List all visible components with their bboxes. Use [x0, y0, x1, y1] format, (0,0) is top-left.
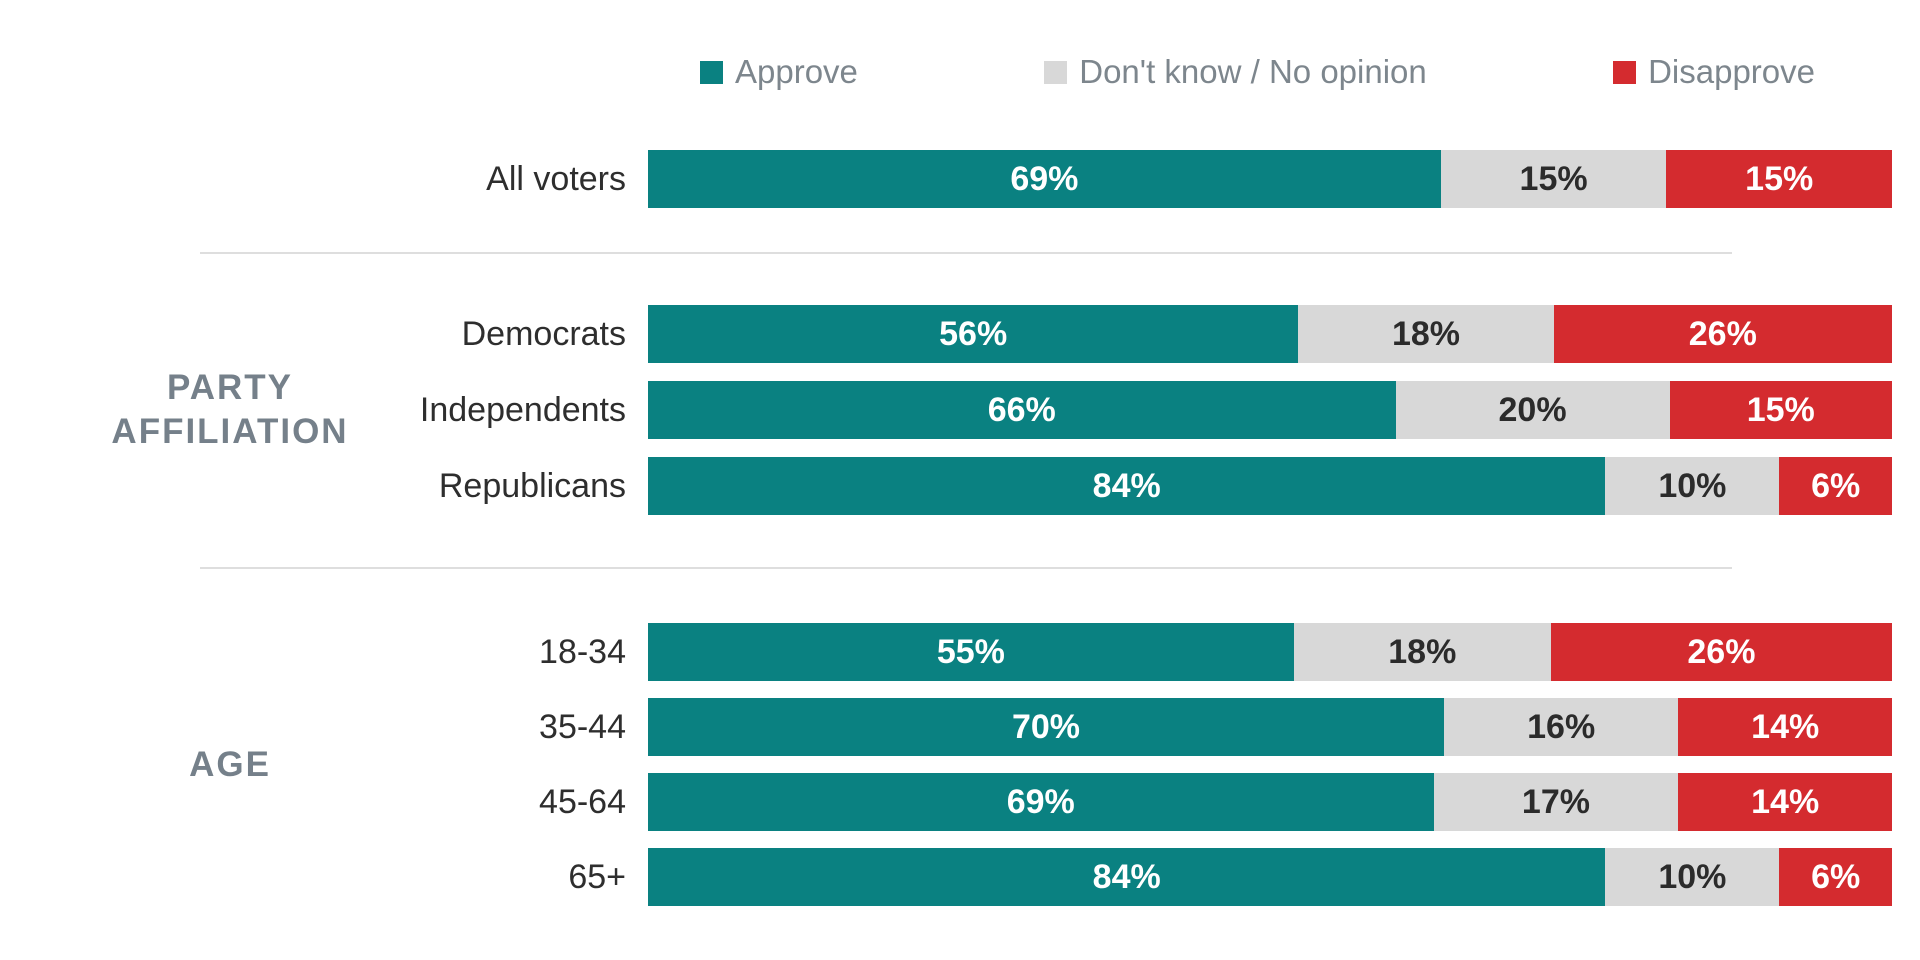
row-label: Republicans — [438, 466, 626, 505]
chart: All voters 69% 15% 15% PARTY AFFILIATION Demo… — [0, 150, 1920, 906]
approve-swatch-icon — [700, 60, 723, 84]
chart-group: All voters 69% 15% 15% — [0, 150, 1920, 208]
bar-row: 18-34 55% 18% 26% — [0, 623, 1920, 681]
bar-segment-approve: 55% — [648, 623, 1294, 681]
chart-group: AGE 18-34 55% 18% 26% 35-44 70% 16% 14% 45-64 69% 1… — [0, 623, 1920, 906]
bar-segment-disapprove: 15% — [1669, 381, 1892, 439]
chart-group: PARTY AFFILIATION Democrats 56% 18% 26% Indep… — [0, 305, 1920, 515]
bar-segment-dont-know: 18% — [1293, 623, 1551, 681]
bar-segment-approve: 56% — [648, 305, 1299, 363]
row-label: 35-44 — [539, 707, 626, 746]
bar-segment-disapprove: 14% — [1678, 698, 1893, 756]
bar-segment-dont-know: 18% — [1298, 305, 1554, 363]
bar-segment-disapprove: 15% — [1666, 150, 1892, 208]
stacked-bar: 55% 18% 26% — [648, 623, 1892, 681]
bar-segment-approve: 69% — [648, 773, 1434, 831]
stacked-bar: 69% 17% 14% — [648, 773, 1892, 831]
bar-row: Democrats 56% 18% 26% — [0, 305, 1920, 363]
bar-row: All voters 69% 15% 15% — [0, 150, 1920, 208]
row-label: Independents — [419, 390, 626, 429]
legend-label-disapprove: Disapprove — [1648, 53, 1815, 90]
row-label: Democrats — [461, 314, 626, 353]
bar-row: Independents 66% 20% 15% — [0, 381, 1920, 439]
group-rows: All voters 69% 15% 15% — [0, 150, 1920, 208]
dont-know-swatch-icon — [1044, 60, 1068, 84]
stacked-bar: 56% 18% 26% — [648, 305, 1892, 363]
legend-label-approve: Approve — [735, 53, 858, 90]
stacked-bar: 70% 16% 14% — [648, 698, 1893, 756]
section-divider — [200, 252, 1732, 254]
disapprove-swatch-icon — [1613, 60, 1637, 84]
bar-segment-dont-know: 17% — [1433, 773, 1679, 831]
legend-label-dont-know: Don't know / No opinion — [1079, 53, 1427, 90]
row-label: 45-64 — [539, 782, 626, 821]
bar-segment-dont-know: 20% — [1395, 381, 1670, 439]
bar-segment-approve: 84% — [648, 457, 1606, 515]
legend-item-dont-know: Don't know / No opinion — [1044, 53, 1427, 91]
bar-segment-dont-know: 16% — [1443, 698, 1679, 756]
bar-segment-dont-know: 10% — [1605, 457, 1780, 515]
bar-segment-dont-know: 15% — [1440, 150, 1667, 208]
legend-item-disapprove: Disapprove — [1613, 53, 1815, 91]
section-divider — [200, 567, 1732, 569]
row-label: All voters — [486, 159, 626, 198]
stacked-bar: 84% 10% 6% — [648, 848, 1893, 906]
bar-segment-approve: 69% — [648, 150, 1441, 208]
row-label: 65+ — [568, 857, 626, 896]
bar-segment-disapprove: 6% — [1779, 848, 1893, 906]
bar-row: 35-44 70% 16% 14% — [0, 698, 1920, 756]
bar-segment-disapprove: 26% — [1553, 305, 1892, 363]
group-rows: 18-34 55% 18% 26% 35-44 70% 16% 14% 45-64 69% 17% 1… — [0, 623, 1920, 906]
bar-segment-disapprove: 14% — [1678, 773, 1892, 831]
group-rows: Democrats 56% 18% 26% Independents 66% 20% 15% R… — [0, 305, 1920, 515]
legend: Approve Don't know / No opinion Disappro… — [700, 0, 1815, 92]
bar-segment-disapprove: 6% — [1779, 457, 1893, 515]
row-label: 18-34 — [539, 632, 626, 671]
bar-row: 45-64 69% 17% 14% — [0, 773, 1920, 831]
bar-segment-dont-know: 10% — [1605, 848, 1780, 906]
stacked-bar: 69% 15% 15% — [648, 150, 1892, 208]
bar-segment-disapprove: 26% — [1550, 623, 1892, 681]
stacked-bar: 84% 10% 6% — [648, 457, 1893, 515]
bar-segment-approve: 84% — [648, 848, 1606, 906]
bar-segment-approve: 66% — [648, 381, 1396, 439]
bar-row: Republicans 84% 10% 6% — [0, 457, 1920, 515]
bar-row: 65+ 84% 10% 6% — [0, 848, 1920, 906]
bar-segment-approve: 70% — [648, 698, 1444, 756]
stacked-bar: 66% 20% 15% — [648, 381, 1892, 439]
legend-item-approve: Approve — [700, 53, 858, 91]
